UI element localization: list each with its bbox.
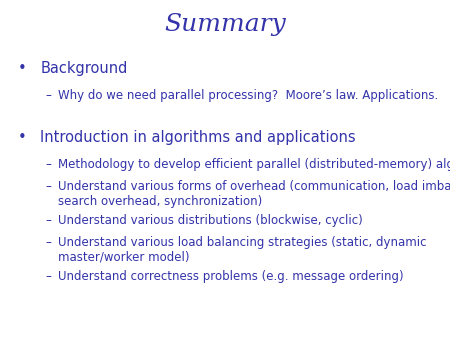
Text: Understand various forms of overhead (communication, load imbalance,
search over: Understand various forms of overhead (co… bbox=[58, 180, 450, 208]
Text: Methodology to develop efficient parallel (distributed-memory) algorithms: Methodology to develop efficient paralle… bbox=[58, 158, 450, 172]
Text: –: – bbox=[45, 270, 51, 283]
Text: Introduction in algorithms and applications: Introduction in algorithms and applicati… bbox=[40, 130, 356, 145]
Text: –: – bbox=[45, 180, 51, 193]
Text: Understand correctness problems (e.g. message ordering): Understand correctness problems (e.g. me… bbox=[58, 270, 404, 283]
Text: Summary: Summary bbox=[164, 13, 286, 36]
Text: –: – bbox=[45, 89, 51, 102]
Text: •: • bbox=[18, 61, 27, 76]
Text: –: – bbox=[45, 158, 51, 172]
Text: Background: Background bbox=[40, 61, 128, 76]
Text: •: • bbox=[18, 130, 27, 145]
Text: Understand various distributions (blockwise, cyclic): Understand various distributions (blockw… bbox=[58, 214, 363, 227]
Text: –: – bbox=[45, 236, 51, 249]
Text: Understand various load balancing strategies (static, dynamic
master/worker mode: Understand various load balancing strate… bbox=[58, 236, 427, 264]
Text: –: – bbox=[45, 214, 51, 227]
Text: Why do we need parallel processing?  Moore’s law. Applications.: Why do we need parallel processing? Moor… bbox=[58, 89, 439, 102]
